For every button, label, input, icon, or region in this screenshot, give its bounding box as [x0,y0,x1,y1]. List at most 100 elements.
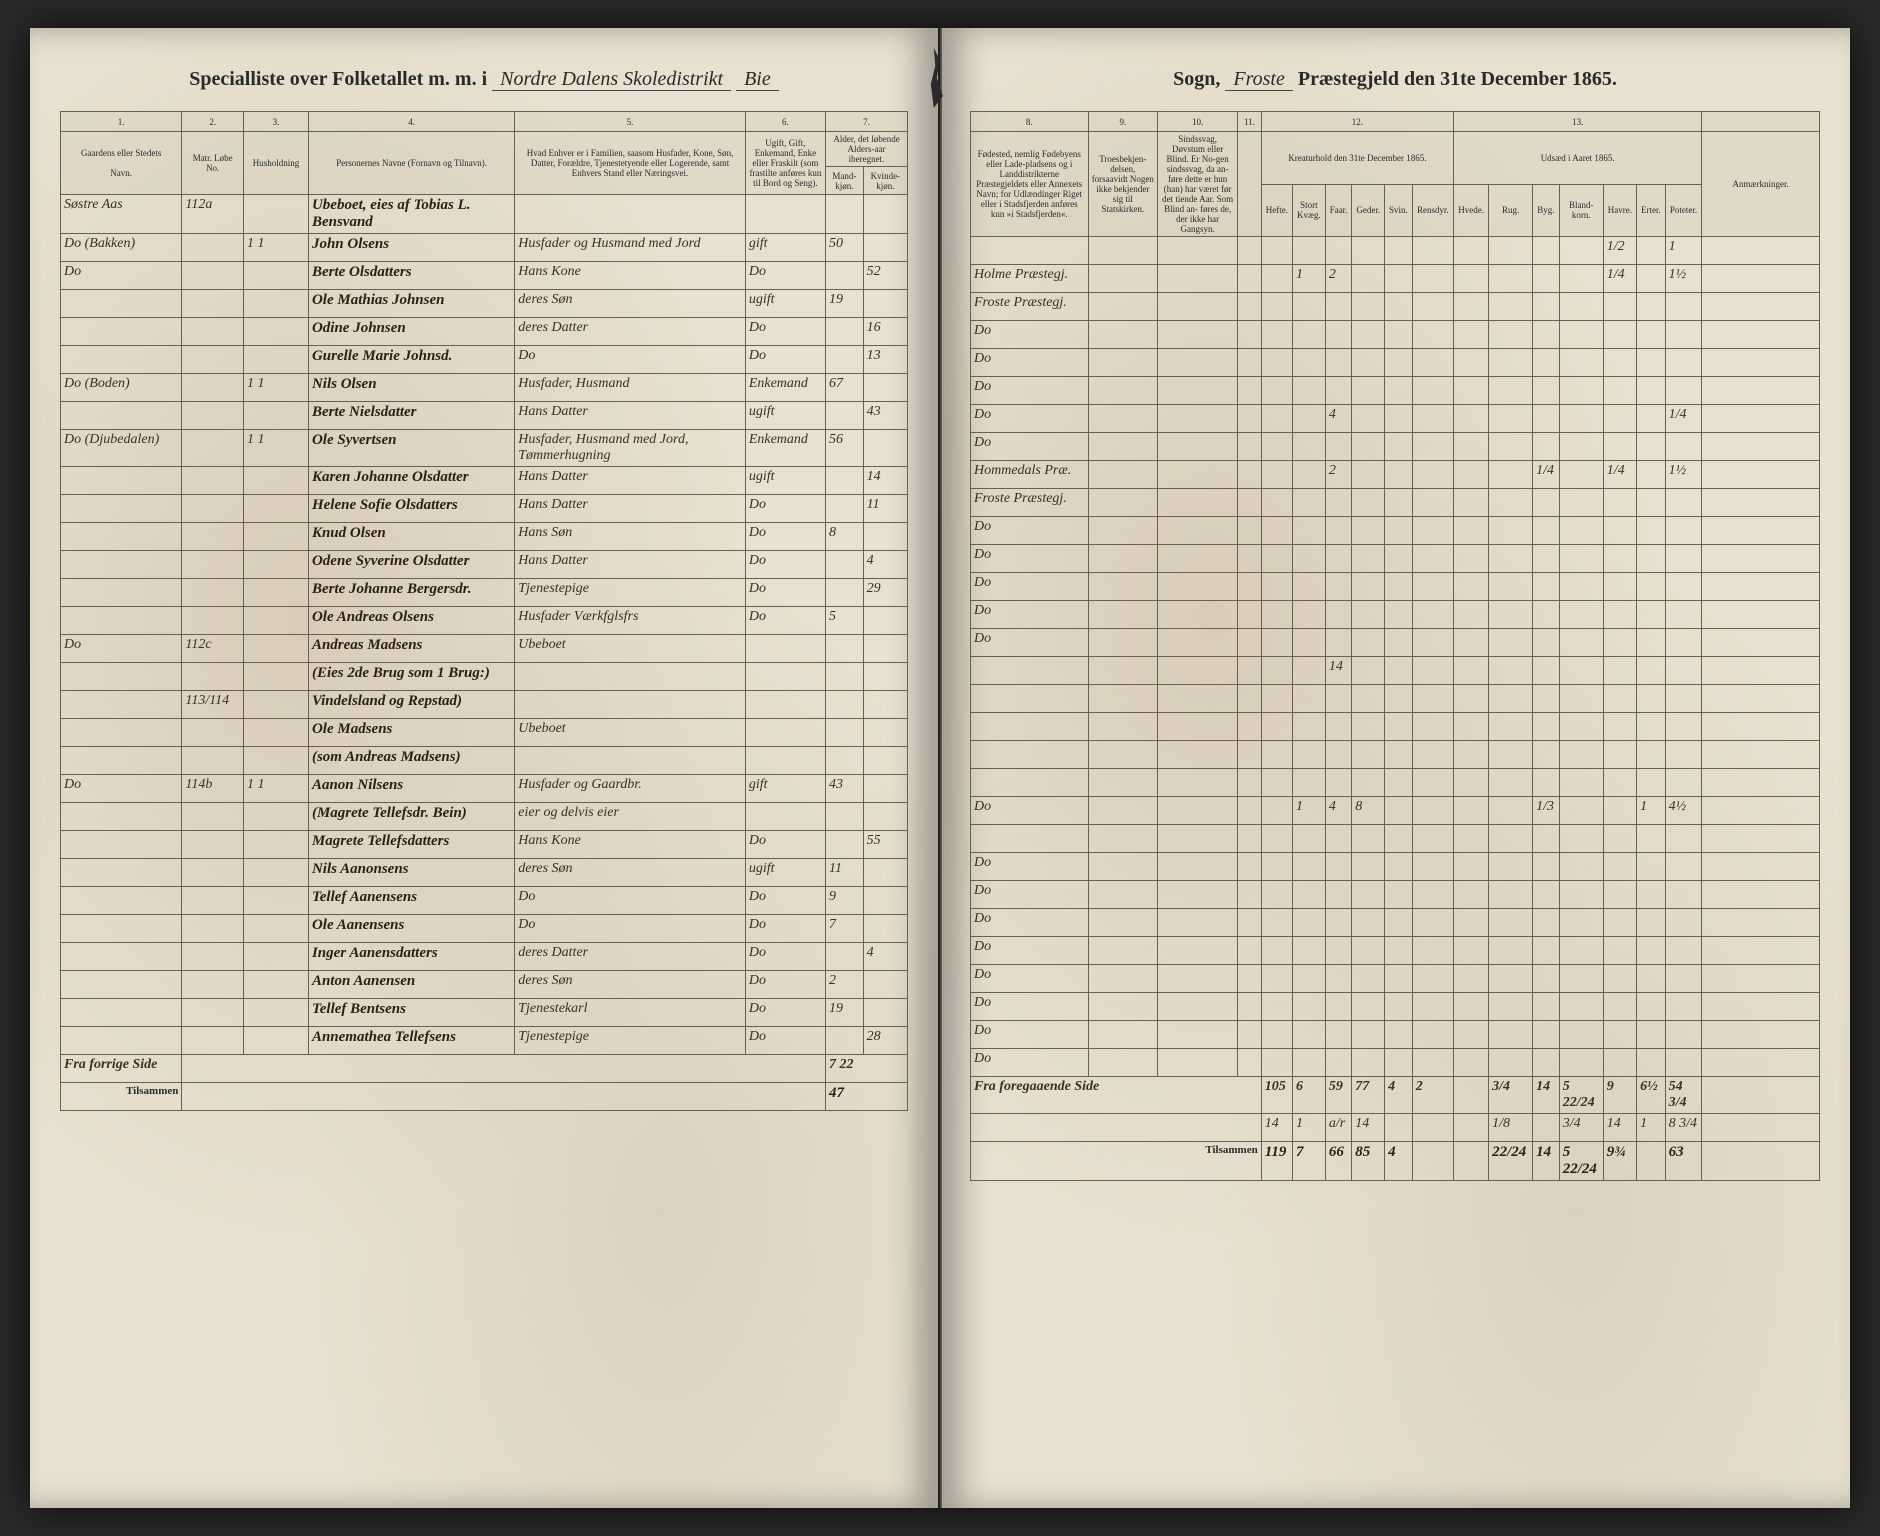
col-11: 11. [1238,112,1262,132]
col-14 [1702,112,1820,132]
table-row: Do [971,545,1820,573]
col3-head: Husholdning [244,132,309,195]
col1-head-b: Navn. [110,168,132,178]
table-row: Do112cAndreas MadsensUbeboet [61,635,908,663]
table-row: Annemathea TellefsensTjenestepigeDo28 [61,1027,908,1055]
table-row: Ole Mathias Johnsenderes Sønugift19 [61,290,908,318]
c13c: Byg. [1533,184,1560,237]
c12b: Stort Kvæg. [1292,184,1325,237]
table-row: Do [971,321,1820,349]
table-row: Do [971,993,1820,1021]
col1-head-a: Gaardens eller Stedets [81,148,161,158]
col6-head: Ugift, Gift, Enkemand, Enke eller Fraski… [745,132,825,195]
table-row: Do41/4 [971,405,1820,433]
table-row: Do [971,629,1820,657]
table-row: Do1481/314½ [971,797,1820,825]
header-sogn-print: Sogn, [1173,68,1220,90]
census-table-left: 1. 2. 3. 4. 5. 6. 7. Gaardens eller Sted… [60,111,908,1111]
col-2: 2. [182,112,244,132]
table-row: Do [971,433,1820,461]
table-row: Do [971,965,1820,993]
col-12: 12. [1261,112,1453,132]
table-row: Helene Sofie OlsdattersHans DatterDo11 [61,495,908,523]
col-3: 3. [244,112,309,132]
col7m: Mand-kjøn. [826,167,864,195]
table-row: DoBerte OlsdattersHans KoneDo52 [61,262,908,290]
col4-head: Personernes Navne (Fornavn og Tilnavn). [308,132,514,195]
col-10: 10. [1158,112,1238,132]
table-row [971,713,1820,741]
header-print-right: Præstegjeld den 31te December 1865. [1298,68,1617,90]
table-row [971,741,1820,769]
col10-head: Sindssvag, Døvstum eller Blind. Er No-ge… [1158,132,1238,237]
col5-head: Hvad Enhver er i Familien, saasom Husfad… [515,132,746,195]
table-row: (Magrete Tellefsdr. Bein)eier og delvis … [61,803,908,831]
table-row: Do [971,377,1820,405]
col12-head: Kreaturhold den 31te December 1865. [1261,132,1453,185]
table-row: Hommedals Præ.21/41/41½ [971,461,1820,489]
footer-row-2-right: 141a/r 14 1/8 3/4141 8 3/4 [971,1114,1820,1142]
header-district: Nordre Dalens Skoledistrikt [492,68,731,91]
c12d: Geder. [1352,184,1385,237]
c12e: Svin. [1385,184,1413,237]
col-6: 6. [745,112,825,132]
table-row: Berte NielsdatterHans Datterugift43 [61,402,908,430]
table-row: (som Andreas Madsens) [61,747,908,775]
col11-head [1238,132,1262,237]
col9-head: Troesbekjen-delsen, forsaavidt Nogen ikk… [1088,132,1157,237]
table-row: Nils Aanonsensderes Sønugift11 [61,859,908,887]
footer-row-3-right: Tilsammen 119766 854 22/2414 5 22/249¾ 6… [971,1142,1820,1181]
table-row: Froste Præstegj. [971,293,1820,321]
col-5: 5. [515,112,746,132]
table-row: Gurelle Marie Johnsd.DoDo13 [61,346,908,374]
table-row: 113/114Vindelsland og Repstad) [61,691,908,719]
table-row: Ole AanensensDoDo7 [61,915,908,943]
c13a: Hvede. [1454,184,1489,237]
col-8: 8. [971,112,1089,132]
table-row: Do [971,909,1820,937]
table-row: Magrete TellefsdattersHans KoneDo55 [61,831,908,859]
col2-head: Matr. Løbe No. [182,132,244,195]
left-page: Specialliste over Folketallet m. m. i No… [30,28,940,1508]
table-row: 14 [971,657,1820,685]
table-row: Holme Præstegj.121/41½ [971,265,1820,293]
header-parish: Froste [1225,68,1292,91]
table-row: Do [971,853,1820,881]
table-row: Anton Aanensenderes SønDo2 [61,971,908,999]
table-row: Do (Djubedalen)1 1Ole SyvertsenHusfader,… [61,430,908,467]
table-row: Do (Bakken)1 1John OlsensHusfader og Hus… [61,234,908,262]
footer-prev-label-r: Fra foregaaende Side [971,1077,1262,1114]
table-row: Do [971,573,1820,601]
table-row: Knud OlsenHans SønDo8 [61,523,908,551]
census-ledger: Specialliste over Folketallet m. m. i No… [30,28,1850,1508]
header-sogn-written: Bie [736,68,779,91]
table-row: Do (Boden)1 1Nils OlsenHusfader, Husmand… [61,374,908,402]
footer-row-1-right: Fra foregaaende Side 105659 7742 3/414 5… [971,1077,1820,1114]
header-left: Specialliste over Folketallet m. m. i No… [60,68,908,91]
table-row: Tellef BentsensTjenestekarlDo19 [61,999,908,1027]
table-row [971,825,1820,853]
c12a: Hefte. [1261,184,1292,237]
table-row: Do [971,1049,1820,1077]
table-row: Odene Syverine OlsdatterHans DatterDo4 [61,551,908,579]
table-row: Do [971,881,1820,909]
table-row: Tellef AanensensDoDo9 [61,887,908,915]
c13d: Bland-korn. [1559,184,1603,237]
c12f: Rensdyr. [1412,184,1453,237]
c12c: Faar. [1325,184,1351,237]
table-row: Do [971,517,1820,545]
table-row: Berte Johanne Bergersdr.TjenestepigeDo29 [61,579,908,607]
table-row: Ole MadsensUbeboet [61,719,908,747]
header-right: Sogn, Froste Præstegjeld den 31te Decemb… [970,68,1820,91]
right-page: Sogn, Froste Præstegjeld den 31te Decemb… [940,28,1850,1508]
table-row: Inger Aanensdattersderes DatterDo4 [61,943,908,971]
table-body-right: 1/21Holme Præstegj.121/41½Froste Præsteg… [971,237,1820,1077]
table-row: Do [971,1021,1820,1049]
c13b: Rug. [1489,184,1533,237]
col-13: 13. [1454,112,1702,132]
table-row: Do114b1 1Aanon NilsensHusfader og Gaardb… [61,775,908,803]
col-1: 1. [61,112,182,132]
col7k: Kvinde-kjøn. [863,167,907,195]
c13e: Havre. [1603,184,1636,237]
table-row: Søstre Aas112aUbeboet, eies af Tobias L.… [61,195,908,234]
